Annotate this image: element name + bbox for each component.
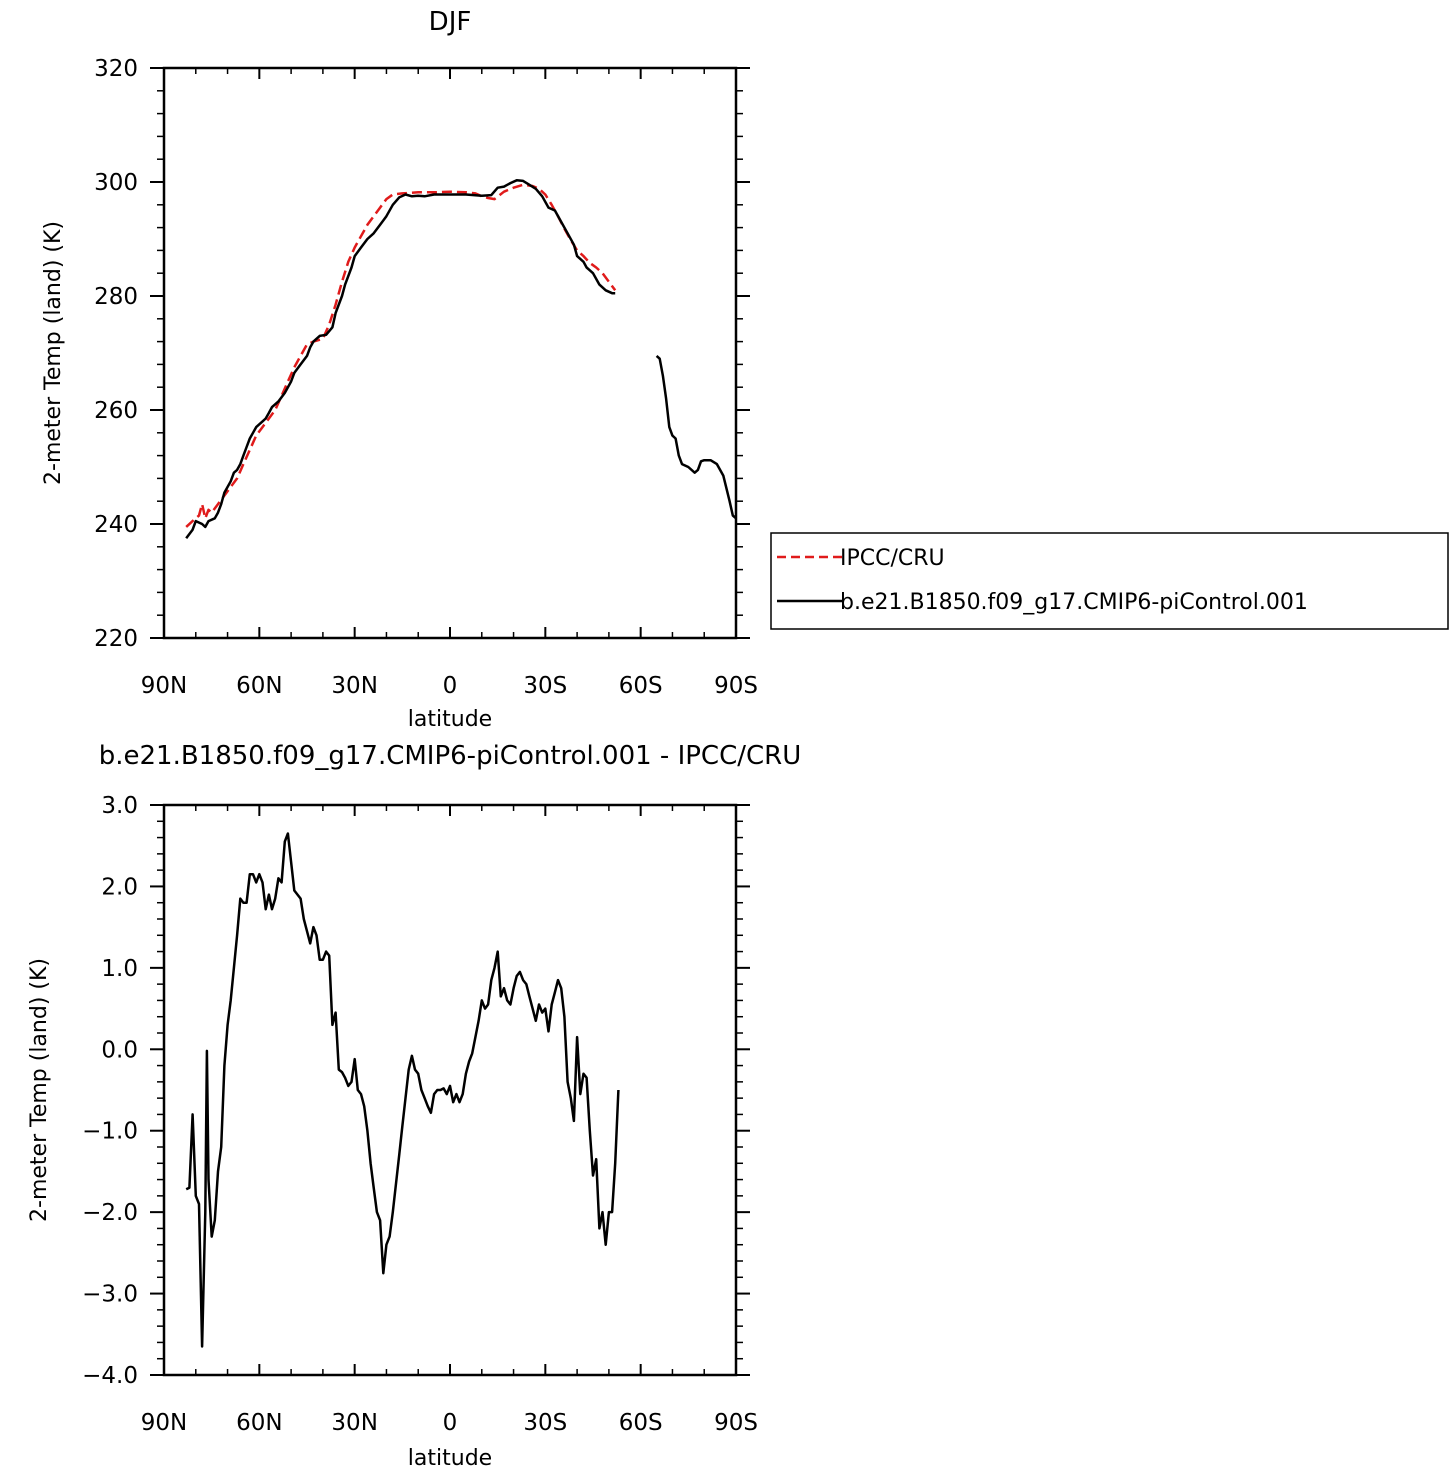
y-axis-label: 2-meter Temp (land) (K) xyxy=(27,958,52,1222)
x-tick-label: 0 xyxy=(443,1410,458,1436)
x-tick-label: 30S xyxy=(523,673,567,699)
y-tick-label: 0.0 xyxy=(101,1037,138,1063)
x-axis-label: latitude xyxy=(408,1446,492,1471)
series-line-model xyxy=(655,354,737,520)
legend-label-ipcc-cru: IPCC/CRU xyxy=(840,546,945,571)
x-tick-label: 30N xyxy=(331,1410,377,1436)
y-tick-label: 3.0 xyxy=(101,793,138,819)
x-tick-label: 90N xyxy=(141,673,187,699)
y-tick-label: 240 xyxy=(94,512,138,538)
axis-ticks: 90N 60N 30N 0 30S 60S 90S 220 240 260 280 300 320 xyxy=(94,56,758,699)
legend: IPCC/CRU b.e21.B1850.f09_g17.CMIP6-piCon… xyxy=(770,532,1449,630)
y-tick-label: 300 xyxy=(94,170,138,196)
x-tick-label: 60N xyxy=(236,1410,282,1436)
plot-title: b.e21.B1850.f09_g17.CMIP6-piControl.001 … xyxy=(99,741,802,771)
y-tick-label: 280 xyxy=(94,284,138,310)
series-group xyxy=(185,832,620,1348)
series-line-model xyxy=(185,179,616,540)
y-tick-label: −1.0 xyxy=(82,1119,138,1145)
x-tick-label: 90S xyxy=(714,1410,758,1436)
y-tick-label: 1.0 xyxy=(101,956,138,982)
axis-ticks: 90N 60N 30N 0 30S 60S 90S −4.0 −3.0 −2.0 −1.0 0.0 1.… xyxy=(82,793,758,1436)
plot-title: DJF xyxy=(429,7,472,37)
y-tick-label: 220 xyxy=(94,626,138,652)
series-line-ipcc-cru xyxy=(185,183,617,528)
x-axis-label: latitude xyxy=(408,707,492,732)
legend-box xyxy=(770,532,1449,630)
temperature-plot: DJF 90N 60N 30N 0 30S 60S 90S 220 240 260 280 300 32… xyxy=(41,7,758,732)
y-tick-label: −2.0 xyxy=(82,1200,138,1226)
y-tick-label: 2.0 xyxy=(101,874,138,900)
x-tick-label: 30N xyxy=(331,673,377,699)
x-tick-label: 0 xyxy=(443,673,458,699)
series-group xyxy=(185,179,737,540)
x-tick-label: 30S xyxy=(523,1410,567,1436)
y-axis-label: 2-meter Temp (land) (K) xyxy=(41,221,66,485)
x-tick-label: 90N xyxy=(141,1410,187,1436)
plot-frame xyxy=(162,66,738,640)
difference-plot: b.e21.B1850.f09_g17.CMIP6-piControl.001 … xyxy=(27,741,801,1471)
x-tick-label: 60N xyxy=(236,673,282,699)
x-tick-label: 90S xyxy=(714,673,758,699)
x-tick-label: 60S xyxy=(619,673,663,699)
y-tick-label: 260 xyxy=(94,398,138,424)
y-tick-label: 320 xyxy=(94,56,138,82)
series-line-model xyxy=(185,832,620,1348)
x-tick-label: 60S xyxy=(619,1410,663,1436)
y-tick-label: −3.0 xyxy=(82,1282,138,1308)
legend-label-model: b.e21.B1850.f09_g17.CMIP6-piControl.001 xyxy=(840,590,1308,615)
y-tick-label: −4.0 xyxy=(82,1363,138,1389)
